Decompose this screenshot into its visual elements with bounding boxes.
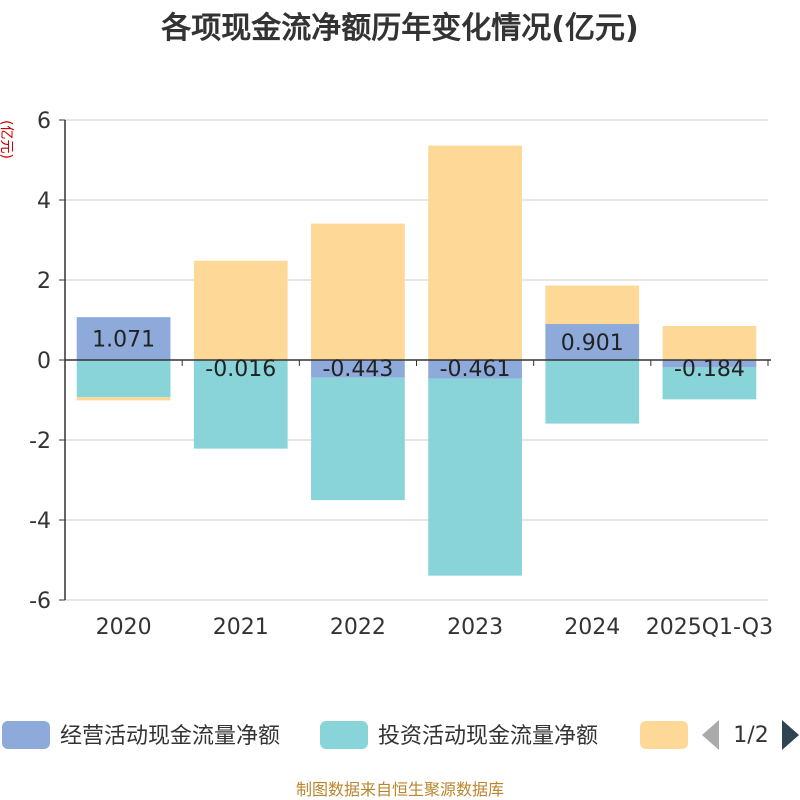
bar-2-2024 (545, 360, 640, 424)
legend-label-2: 投资活动现金流量净额 (378, 724, 598, 749)
y-tick-label: 2 (37, 269, 51, 294)
x-tick-label: 2023 (447, 615, 503, 640)
bar-3-2023 (428, 145, 522, 360)
x-tick-label: 2020 (96, 615, 152, 640)
y-tick-label: -6 (29, 589, 51, 614)
axes: 6 4 2 0 -2 -4 -6 2020 2021 2022 2023 2024 2025Q1-Q3 (29, 109, 773, 640)
data-label: -0.443 (322, 357, 393, 382)
bar-3-2020 (76, 397, 171, 401)
legend-prev-page-icon[interactable] (702, 720, 719, 750)
bar-2-2020 (76, 360, 171, 398)
bar-3-2024 (545, 285, 640, 324)
y-tick-label: -4 (29, 509, 51, 534)
data-label: 1.071 (92, 328, 155, 353)
legend-swatch-1 (2, 721, 50, 749)
bar-1-2022 (311, 360, 405, 378)
bar-1-2025Q1-Q3 (662, 360, 757, 368)
y-tick-label: 0 (37, 349, 51, 374)
bar-1-2020 (76, 317, 171, 360)
data-label: 0.901 (561, 331, 624, 356)
bar-2-2021 (193, 360, 288, 449)
legend-label-1: 经营活动现金流量净额 (60, 724, 280, 749)
bar-3-2021 (193, 260, 288, 360)
legend-swatch-3 (640, 721, 688, 749)
bars-group (76, 145, 757, 576)
bar-2-2022 (311, 377, 405, 501)
legend-swatch-2 (320, 721, 368, 749)
chart-title: 各项现金流净额历年变化情况(亿元) (160, 11, 638, 46)
y-axis-unit: (亿元) (0, 120, 14, 159)
bar-1-2024 (545, 323, 640, 360)
bar-3-2022 (311, 223, 405, 360)
data-source: 制图数据来自恒生聚源数据库 (296, 780, 504, 799)
x-tick-label: 2021 (213, 615, 269, 640)
bar-1-2023 (428, 360, 522, 379)
y-tick-label: 6 (37, 109, 51, 134)
x-tick-label: 2022 (330, 615, 386, 640)
legend-page-indicator: 1/2 (733, 723, 768, 748)
data-label: -0.184 (674, 357, 745, 382)
x-tick-label: 2024 (564, 615, 620, 640)
data-labels: 1.071 -0.016 -0.443 -0.461 0.901 -0.184 (92, 328, 745, 382)
legend: 经营活动现金流量净额 投资活动现金流量净额 1/2 (2, 720, 799, 750)
x-tick-label: 2025Q1-Q3 (646, 615, 773, 640)
y-tick-label: -2 (29, 429, 51, 454)
bar-2-2023 (428, 378, 522, 576)
bar-3-2025Q1-Q3 (662, 326, 757, 360)
data-label: -0.016 (205, 357, 276, 382)
data-label: -0.461 (440, 357, 511, 382)
bar-2-2025Q1-Q3 (662, 367, 757, 400)
y-tick-label: 4 (37, 189, 51, 214)
legend-next-page-icon[interactable] (782, 720, 799, 750)
